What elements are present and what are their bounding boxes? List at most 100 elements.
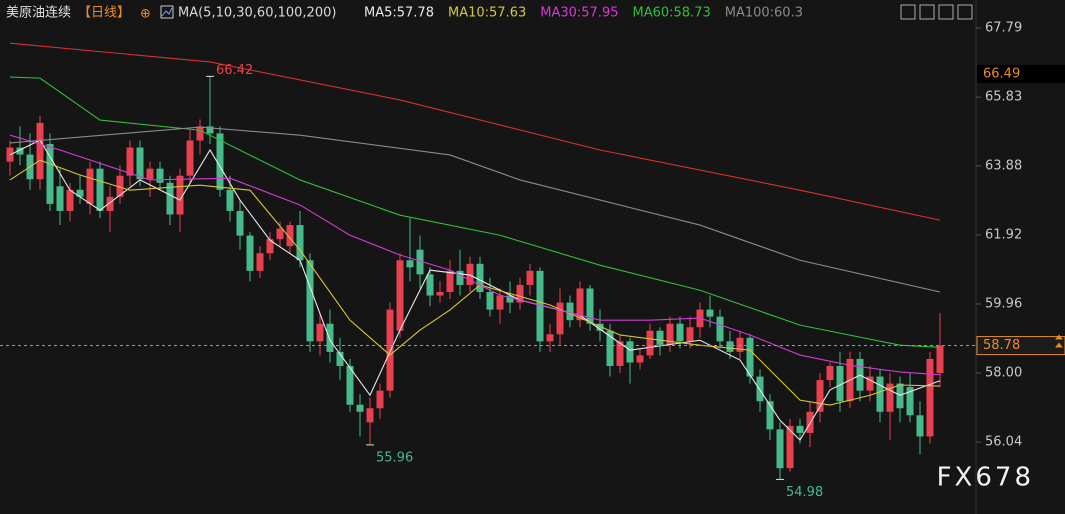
candle-body	[916, 415, 924, 437]
candle-body	[486, 291, 494, 310]
candle-body	[666, 323, 674, 345]
candle-body	[676, 323, 684, 342]
candle-body	[626, 341, 634, 363]
candle-body	[566, 302, 574, 321]
candle-body	[36, 122, 44, 180]
candle-body	[86, 168, 94, 204]
candle-body	[236, 210, 244, 236]
tool-button[interactable]	[957, 4, 973, 20]
candle-body	[336, 351, 344, 366]
candle-body	[646, 330, 654, 356]
add-icon[interactable]: ⊕	[140, 7, 151, 22]
candle-body	[156, 168, 164, 183]
y-tick-label: 63.88	[985, 158, 1022, 173]
last-price-box	[976, 336, 1065, 356]
candle-body	[46, 144, 54, 204]
candle-body	[716, 316, 724, 342]
candle-body	[266, 239, 274, 254]
candle-body	[466, 263, 474, 285]
period: 【日线】	[78, 6, 130, 21]
candle-body	[906, 387, 914, 416]
candle-body	[66, 189, 74, 211]
candle-body	[816, 380, 824, 412]
candle-body	[416, 249, 424, 275]
legend-entry: MA10:57.63	[448, 6, 526, 21]
candle-body	[356, 404, 364, 412]
ma-line	[9, 76, 941, 348]
indicator-icon[interactable]	[160, 5, 174, 19]
candle-body	[316, 323, 324, 342]
ma-line	[9, 134, 941, 376]
toolbar	[900, 4, 973, 20]
candle-body	[616, 341, 624, 366]
candle-body	[186, 140, 194, 176]
chart-title: 美原油连续	[6, 5, 71, 21]
candle-body	[56, 186, 64, 211]
candle-body	[456, 270, 464, 285]
candle-body	[506, 295, 514, 303]
candle-body	[796, 425, 804, 433]
annotation: 55.96	[376, 450, 413, 465]
candle-body	[896, 383, 904, 409]
candle-body	[326, 323, 334, 352]
candle-body	[306, 260, 314, 342]
legend-entry: MA60:58.73	[632, 6, 710, 21]
candle-body	[836, 365, 844, 402]
ma-line	[9, 42, 941, 221]
candle-body	[366, 408, 374, 423]
candle-body	[526, 270, 534, 285]
tool-button[interactable]	[938, 4, 954, 20]
candle-body	[926, 358, 934, 437]
candle-body	[256, 253, 264, 271]
candle-body	[496, 295, 504, 310]
candle-body	[196, 126, 204, 141]
price-arrow	[1055, 334, 1063, 348]
ma-line	[9, 139, 941, 441]
candle-body	[686, 327, 694, 342]
tool-button[interactable]	[919, 4, 935, 20]
candle-body	[516, 284, 524, 303]
candle-body	[376, 390, 384, 409]
candle-body	[166, 182, 174, 215]
candle-body	[126, 147, 134, 176]
candle-body	[886, 383, 894, 412]
tool-button[interactable]	[900, 4, 916, 20]
marker-price-box	[977, 64, 1065, 83]
candle-body	[636, 355, 644, 363]
indicator-icon-line	[161, 7, 173, 17]
candle-body	[396, 260, 404, 331]
candle-body	[206, 126, 214, 134]
candle-body	[406, 260, 414, 268]
candle-body	[746, 337, 754, 377]
candle-body	[596, 323, 604, 331]
candle-body	[286, 225, 294, 247]
candle-body	[76, 189, 84, 197]
candle-body	[936, 345, 944, 374]
candle-body	[756, 376, 764, 402]
candle-body	[426, 274, 434, 296]
legend-entry: MA100:60.3	[725, 6, 803, 21]
candle-body	[876, 376, 884, 412]
candle-body	[866, 376, 874, 391]
candle-body	[706, 309, 714, 317]
candle-body	[16, 147, 24, 155]
annotation: 54.98	[786, 485, 823, 500]
candle-body	[786, 425, 794, 469]
candle-body	[536, 270, 544, 342]
watermark: FX678	[937, 463, 1034, 493]
y-tick-label: 61.92	[985, 227, 1022, 242]
candle-body	[96, 168, 104, 211]
candle-body	[296, 225, 304, 261]
candle-body	[216, 133, 224, 190]
candle-body	[226, 189, 234, 211]
candle-body	[386, 309, 394, 391]
y-tick-label: 58.00	[985, 366, 1022, 381]
candle-body	[476, 263, 484, 292]
candle-body	[726, 341, 734, 352]
candle-body	[586, 288, 594, 324]
candle-body	[556, 302, 564, 335]
candle-body	[276, 228, 284, 240]
